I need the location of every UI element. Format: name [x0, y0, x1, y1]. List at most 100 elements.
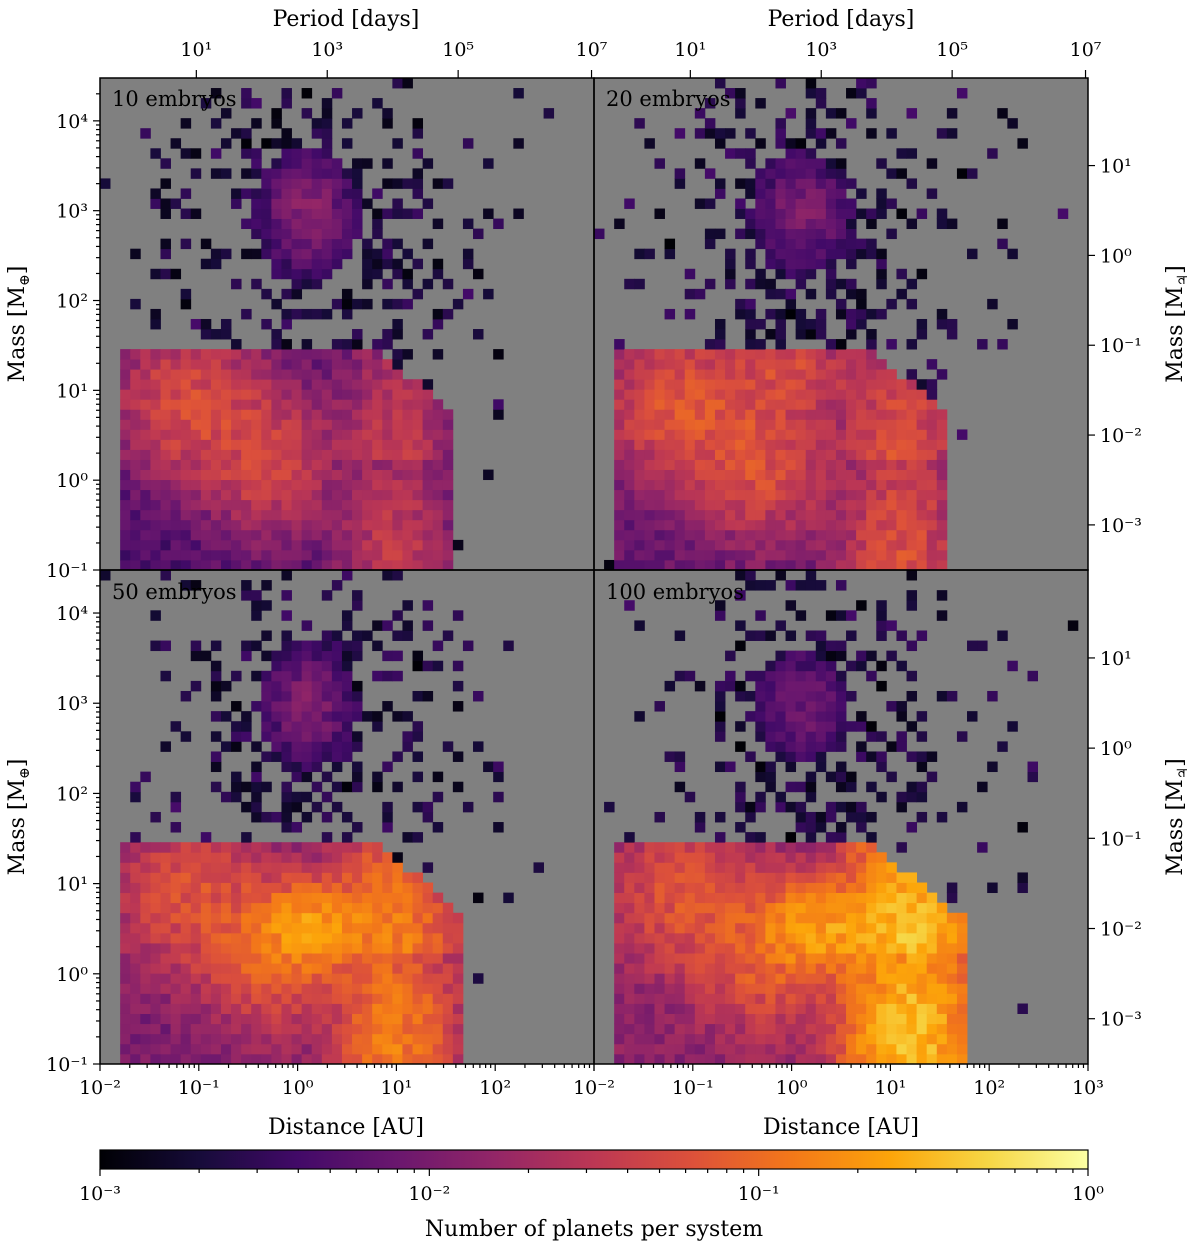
- heatmap-cell: [906, 781, 918, 793]
- heatmap-cell: [220, 499, 232, 511]
- heatmap-cell: [190, 449, 202, 460]
- heatmap-cell: [896, 983, 907, 994]
- heatmap-cell: [896, 489, 907, 501]
- heatmap-cell: [190, 539, 202, 551]
- heatmap-cell: [745, 308, 756, 320]
- heatmap-cell: [654, 529, 665, 541]
- heatmap-cell: [412, 529, 424, 541]
- y-tick-label: 10⁰: [56, 470, 88, 492]
- heatmap-cell: [805, 389, 817, 400]
- heatmap-cell: [694, 389, 706, 400]
- heatmap-cell: [866, 238, 877, 250]
- heatmap-cell: [291, 248, 303, 260]
- heatmap-cell: [805, 912, 817, 924]
- heatmap-cell: [301, 912, 313, 924]
- heatmap-cell: [231, 791, 242, 803]
- heatmap-cell: [261, 138, 272, 149]
- heatmap-cell: [251, 519, 262, 531]
- heatmap-cell: [382, 1013, 393, 1025]
- heatmap-cell: [714, 963, 726, 974]
- heatmap-cell: [442, 499, 454, 511]
- heatmap-cell: [231, 499, 242, 511]
- heatmap-cell: [714, 429, 726, 440]
- heatmap-cell: [241, 218, 252, 230]
- heatmap-cell: [856, 721, 867, 732]
- heatmap-cell: [664, 499, 676, 511]
- heatmap-cell: [412, 751, 424, 762]
- heatmap-cell: [180, 399, 192, 410]
- heatmap-cell: [795, 349, 807, 360]
- heatmap-cell: [231, 953, 242, 964]
- heatmap-cell: [714, 549, 726, 561]
- heatmap-cell: [442, 519, 454, 531]
- heatmap-cell: [170, 872, 182, 883]
- heatmap-cell: [876, 922, 887, 934]
- heatmap-cell: [624, 902, 635, 914]
- heatmap-cell: [321, 832, 333, 843]
- heatmap-cell: [452, 1003, 464, 1014]
- heatmap-cell: [382, 339, 393, 350]
- heatmap-cell: [714, 1053, 726, 1064]
- heatmap-cell: [856, 459, 867, 470]
- heatmap-cell: [634, 932, 645, 944]
- heatmap-cell: [130, 983, 141, 994]
- heatmap-cell: [392, 268, 403, 280]
- heatmap-cell: [412, 943, 424, 954]
- heatmap-cell: [654, 842, 665, 853]
- heatmap-cell: [291, 963, 303, 974]
- heatmap-cell: [795, 882, 807, 894]
- heatmap-cell: [422, 993, 434, 1004]
- heatmap-cell: [866, 1053, 877, 1064]
- heatmap-cell: [725, 419, 736, 430]
- heatmap-cell: [936, 509, 948, 521]
- heatmap-cell: [321, 912, 333, 924]
- heatmap-cell: [815, 158, 827, 169]
- heatmap-cell: [755, 922, 766, 934]
- heatmap-cell: [251, 811, 262, 823]
- heatmap-cell: [382, 1023, 393, 1035]
- heatmap-cell: [775, 78, 786, 89]
- heatmap-cell: [220, 379, 232, 390]
- heatmap-cell: [856, 811, 867, 823]
- heatmap-cell: [765, 529, 776, 541]
- heatmap-cell: [432, 640, 444, 652]
- heatmap-cell: [825, 248, 837, 260]
- heatmap-cell: [120, 993, 131, 1004]
- heatmap-cell: [654, 459, 665, 470]
- heatmap-cell: [755, 1043, 766, 1055]
- heatmap-cell: [694, 439, 706, 450]
- heatmap-cell: [301, 620, 313, 631]
- heatmap-cell: [835, 138, 847, 149]
- heatmap-cell: [362, 872, 373, 883]
- heatmap-cell: [664, 409, 676, 420]
- heatmap-cell: [190, 559, 202, 570]
- heatmap-cell: [271, 399, 282, 410]
- heatmap-cell: [352, 922, 363, 934]
- heatmap-cell: [926, 469, 938, 481]
- heatmap-cell: [674, 781, 686, 793]
- heatmap-cell: [775, 902, 786, 914]
- heatmap-cell: [906, 932, 918, 944]
- heatmap-cell: [896, 419, 907, 430]
- heatmap-cell: [664, 369, 676, 380]
- heatmap-cell: [382, 953, 393, 964]
- heatmap-cell: [422, 600, 434, 611]
- heatmap-cell: [432, 449, 444, 460]
- heatmap-cell: [654, 892, 665, 904]
- heatmap-cell: [785, 690, 797, 702]
- heatmap-cell: [180, 912, 192, 924]
- heatmap-cell: [362, 902, 373, 914]
- heatmap-cell: [210, 489, 222, 501]
- heatmap-cell: [362, 993, 373, 1004]
- heatmap-cell: [362, 349, 373, 360]
- heatmap-cell: [785, 630, 797, 641]
- heatmap-cell: [795, 751, 807, 762]
- heatmap-cell: [916, 489, 928, 501]
- heatmap-cell: [765, 912, 776, 924]
- heatmap-cell: [220, 862, 232, 873]
- heatmap-cell: [130, 489, 141, 501]
- heatmap-cell: [432, 822, 444, 833]
- heatmap-cell: [281, 670, 292, 682]
- heatmap-cell: [231, 963, 242, 974]
- heatmap-cell: [331, 963, 343, 974]
